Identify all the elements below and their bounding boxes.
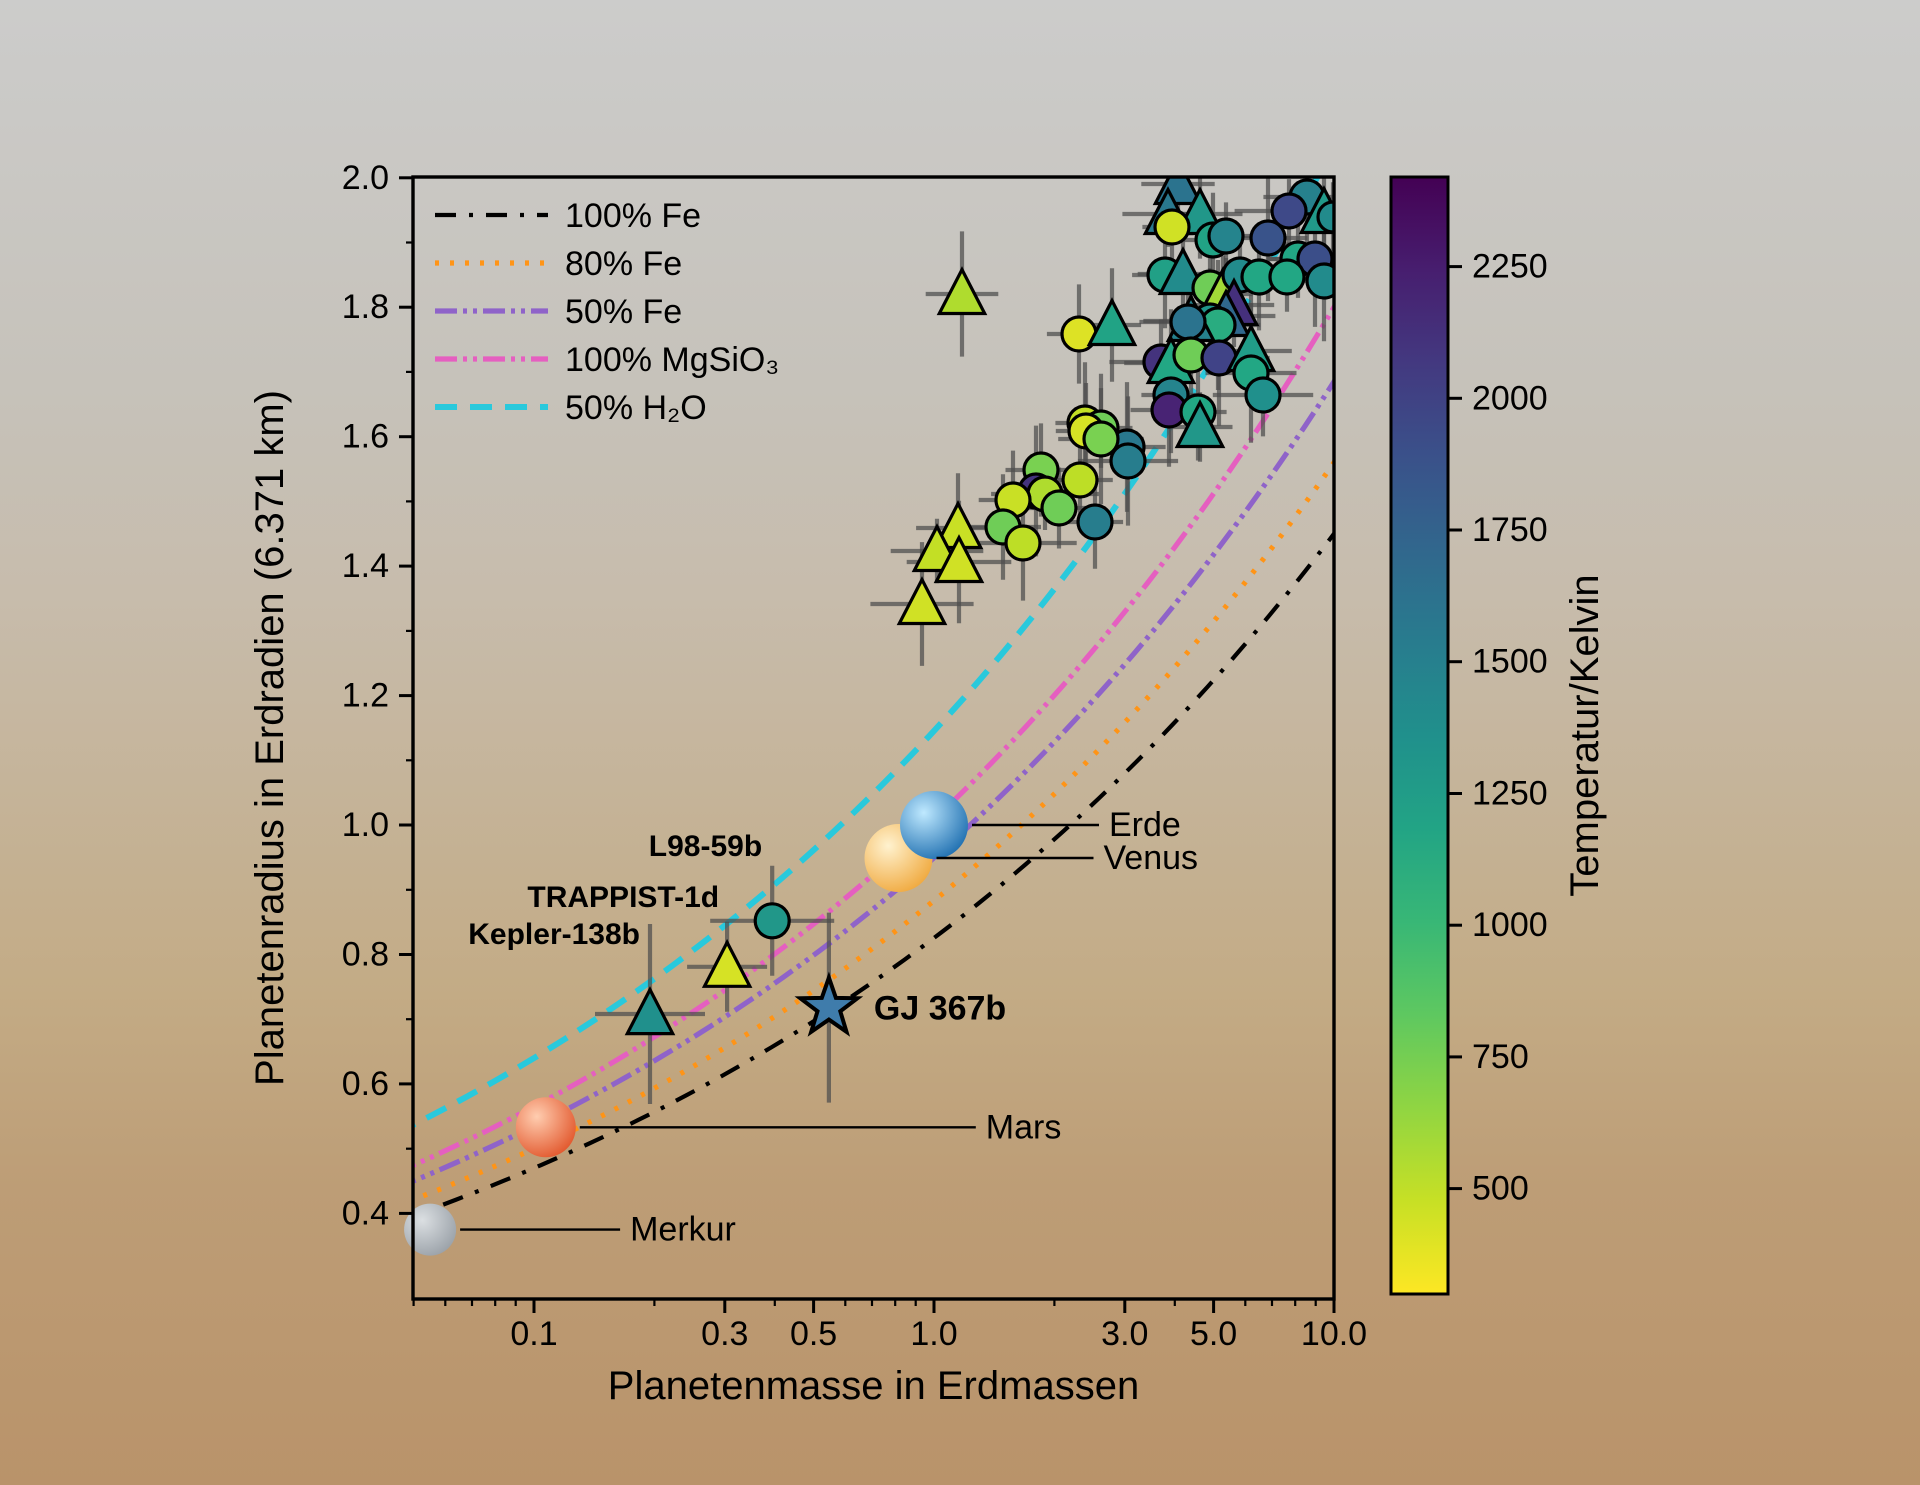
svg-text:Erde: Erde: [1109, 806, 1181, 844]
svg-text:50% H₂O: 50% H₂O: [565, 389, 707, 427]
svg-text:750: 750: [1472, 1038, 1529, 1076]
svg-text:2250: 2250: [1472, 248, 1548, 286]
svg-text:3.0: 3.0: [1101, 1315, 1148, 1353]
svg-text:0.6: 0.6: [342, 1065, 389, 1103]
svg-text:0.4: 0.4: [342, 1194, 389, 1232]
svg-text:1.6: 1.6: [342, 418, 389, 456]
svg-text:1.0: 1.0: [342, 806, 389, 844]
svg-text:1.2: 1.2: [342, 677, 389, 715]
svg-text:0.1: 0.1: [510, 1315, 557, 1353]
svg-text:1.4: 1.4: [342, 547, 389, 585]
svg-text:Temperatur/Kelvin: Temperatur/Kelvin: [1563, 574, 1607, 896]
svg-text:100% Fe: 100% Fe: [565, 197, 701, 235]
svg-text:Planetenradius in Erdradien (6: Planetenradius in Erdradien (6.371 km): [248, 390, 292, 1086]
svg-text:1.0: 1.0: [910, 1315, 957, 1353]
svg-text:Mars: Mars: [986, 1108, 1062, 1146]
svg-text:Kepler-138b: Kepler-138b: [468, 918, 640, 951]
svg-text:0.3: 0.3: [701, 1315, 748, 1353]
svg-text:100% MgSiO₃: 100% MgSiO₃: [565, 341, 779, 379]
svg-text:1500: 1500: [1472, 643, 1548, 681]
svg-text:10.0: 10.0: [1301, 1315, 1367, 1353]
svg-text:80% Fe: 80% Fe: [565, 245, 682, 283]
svg-text:1000: 1000: [1472, 906, 1548, 944]
svg-text:0.5: 0.5: [790, 1315, 837, 1353]
svg-text:0.8: 0.8: [342, 936, 389, 974]
svg-text:5.0: 5.0: [1190, 1315, 1237, 1353]
svg-text:TRAPPIST-1d: TRAPPIST-1d: [527, 881, 719, 914]
svg-text:500: 500: [1472, 1170, 1529, 1208]
svg-text:2000: 2000: [1472, 379, 1548, 417]
svg-text:GJ 367b: GJ 367b: [874, 990, 1006, 1028]
svg-text:1.8: 1.8: [342, 288, 389, 326]
svg-text:2.0: 2.0: [342, 159, 389, 197]
svg-text:Merkur: Merkur: [630, 1211, 736, 1249]
svg-text:Venus: Venus: [1104, 839, 1199, 877]
svg-text:L98-59b: L98-59b: [649, 830, 762, 863]
svg-text:Planetenmasse in Erdmassen: Planetenmasse in Erdmassen: [608, 1364, 1139, 1408]
svg-text:50% Fe: 50% Fe: [565, 293, 682, 331]
svg-text:1750: 1750: [1472, 511, 1548, 549]
svg-text:1250: 1250: [1472, 775, 1548, 813]
